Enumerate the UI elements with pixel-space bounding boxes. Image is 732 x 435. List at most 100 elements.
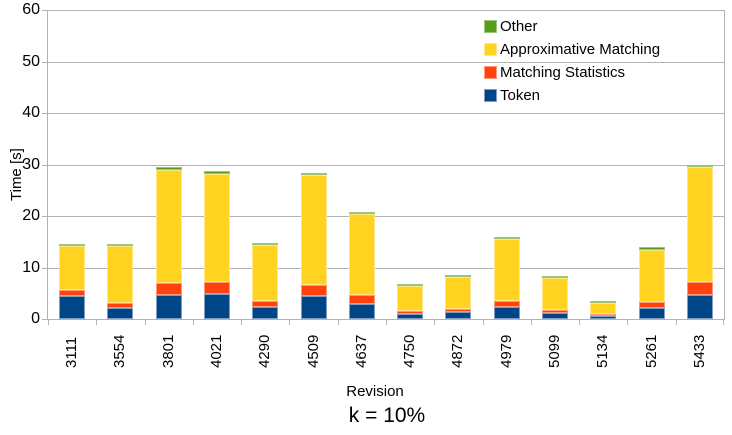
legend-swatch-token [484,89,497,102]
legend-label-other: Other [500,18,538,35]
bar-4872-other [445,274,472,277]
gridline-50 [48,61,724,63]
bar-4021-token [204,293,230,319]
bar-4750-matching-statistics [397,310,424,314]
y-tick-mark-20 [42,216,47,217]
bar-5433-token [686,294,713,319]
x-tick-mark [530,320,532,325]
bar-stack-4021 [204,10,230,319]
x-category-label-4290: 4290 [256,334,274,368]
bar-4979-token [493,307,520,319]
x-category-label-4637: 4637 [352,334,370,368]
bar-4750-approximative-matching [397,285,424,311]
bar-4872-approximative-matching [445,276,472,309]
bar-5134-token [590,316,617,319]
bar-3554-other [107,243,134,246]
legend-label-approximative-matching: Approximative Matching [500,41,661,58]
y-tick-label-50: 50 [22,52,40,70]
x-tick-mark [482,320,484,325]
legend-swatch-approximative-matching [484,43,497,56]
bar-4637-token [348,303,375,319]
legend-label-matching-statistics: Matching Statistics [500,64,626,81]
x-tick-mark [48,320,49,325]
bar-5099-matching-statistics [542,310,568,314]
bar-4509-token [300,296,327,319]
y-tick-mark-60 [42,10,47,11]
bar-3111-token [59,296,86,319]
x-tick-mark [337,320,339,325]
bar-4637-other [348,211,375,214]
bar-5134-matching-statistics [590,314,617,317]
y-tick-label-60: 60 [22,1,40,18]
x-category-label-3554: 3554 [111,334,129,368]
bar-4750-other [397,283,424,286]
x-tick-mark [434,320,436,325]
bar-stack-5099 [542,10,568,319]
bar-4509-other [300,172,327,175]
x-tick-mark [723,320,724,325]
x-category-label-4979: 4979 [497,334,515,368]
bar-5261-matching-statistics [638,302,665,308]
x-tick-mark [96,320,98,325]
bar-5433-approximative-matching [686,167,713,282]
bar-stack-4750 [397,10,424,319]
legend-label-token: Token [500,87,541,104]
y-tick-mark-0 [42,319,47,320]
bar-4979-matching-statistics [493,300,520,308]
bar-3554-approximative-matching [107,245,134,303]
bar-4750-token [397,313,424,319]
x-tick-mark [192,320,194,325]
bar-3111-approximative-matching [59,245,86,291]
x-axis-title: Revision [346,383,404,400]
bar-5099-approximative-matching [542,277,568,311]
gridline-60 [48,10,724,11]
y-tick-label-0: 0 [31,310,40,327]
bar-5433-matching-statistics [686,281,713,295]
bar-stack-5261 [638,10,665,319]
bar-4979-other [493,236,520,239]
x-tick-mark [241,320,243,325]
x-tick-mark [386,320,387,325]
y-tick-mark-30 [42,164,47,166]
y-tick-label-30: 30 [22,155,40,173]
chart-caption: k = 10% [348,404,426,427]
legend-swatch-other [484,20,497,33]
x-tick-mark [675,320,677,325]
legend-swatch-matching-statistics [484,66,497,79]
bar-stack-5433 [686,10,713,319]
bar-4979-approximative-matching [493,238,520,301]
bar-4290-token [252,306,279,319]
x-category-label-4021: 4021 [208,334,225,368]
bar-3801-matching-statistics [155,283,182,295]
bar-4021-other [204,171,230,174]
bar-5433-other [686,164,713,168]
x-category-label-5433: 5433 [690,334,708,368]
bar-5261-other [638,247,665,250]
x-category-label-4509: 4509 [304,334,322,368]
bar-5099-other [542,275,568,278]
x-category-label-4872: 4872 [449,334,467,368]
bar-4509-approximative-matching [300,174,327,286]
legend-item-other: Other [484,15,660,38]
bar-stack-3554 [107,10,134,319]
bar-5261-approximative-matching [638,249,665,303]
legend: Other Approximative Matching Matching Stat… [484,15,660,107]
y-tick-mark-50 [42,61,47,63]
bar-4637-approximative-matching [348,213,375,295]
x-tick-mark [627,320,629,325]
bar-5134-other [590,301,617,304]
x-tick-mark [289,320,291,325]
bar-4290-matching-statistics [252,300,279,307]
bar-5099-token [542,313,568,319]
bar-stack-4979 [493,10,520,319]
gridline-10 [48,267,724,269]
bar-3554-token [107,308,134,319]
bar-4872-token [445,312,472,319]
bar-3111-other [59,243,86,246]
bar-stack-4637 [348,10,375,319]
bars [48,10,724,319]
x-category-label-5134: 5134 [594,334,612,368]
bar-3801-other [155,167,182,171]
bar-stack-5134 [590,10,617,319]
